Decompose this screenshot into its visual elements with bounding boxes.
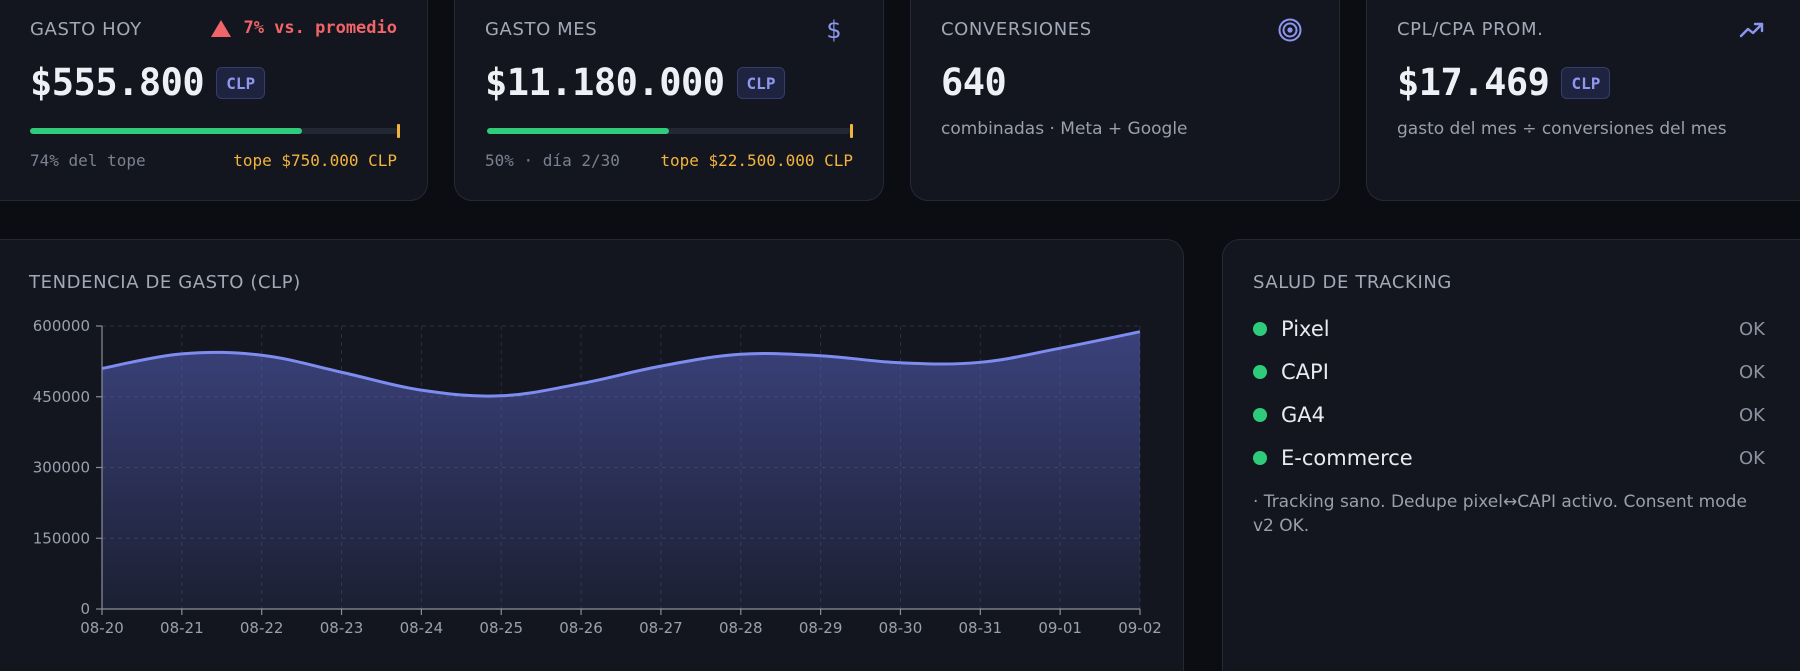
kpi-value-row: 640 bbox=[941, 61, 1007, 104]
kpi-card-conversiones: CONVERSIONES 640 combinadas · Meta + Goo… bbox=[910, 0, 1340, 201]
status-ok-dot bbox=[1253, 365, 1267, 379]
series-area bbox=[102, 331, 1140, 609]
tracking-item-capi: CAPI OK bbox=[1253, 357, 1765, 387]
budget-cap-marker bbox=[850, 124, 853, 138]
progress-percent: 74% del tope bbox=[30, 151, 146, 170]
kpi-card-cpl: CPL/CPA PROM. $17.469 CLP gasto del mes … bbox=[1366, 0, 1800, 201]
budget-progress-bar bbox=[30, 124, 400, 138]
x-tick-label: 08-29 bbox=[799, 619, 843, 637]
tracking-title: SALUD DE TRACKING bbox=[1253, 272, 1452, 293]
spend-alert: 7% vs. promedio bbox=[211, 18, 397, 38]
kpi-label: GASTO HOY bbox=[30, 19, 142, 40]
y-tick-label: 0 bbox=[80, 600, 90, 618]
budget-cap-label: tope $750.000 CLP bbox=[233, 151, 397, 170]
currency-badge: CLP bbox=[736, 66, 786, 99]
warning-triangle-icon bbox=[211, 19, 232, 37]
x-tick-label: 08-30 bbox=[879, 619, 923, 637]
y-tick-label: 300000 bbox=[33, 459, 90, 477]
x-tick-label: 09-01 bbox=[1038, 619, 1082, 637]
kpi-card-gasto-mes: GASTO MES $ $11.180.000 CLP 50% · día 2/… bbox=[454, 0, 884, 201]
tracking-item-status: OK bbox=[1739, 361, 1765, 383]
status-ok-dot bbox=[1253, 408, 1267, 422]
tracking-item-pixel: Pixel OK bbox=[1253, 314, 1765, 344]
alert-text: 7% vs. promedio bbox=[243, 18, 397, 38]
y-tick-label: 600000 bbox=[33, 317, 90, 335]
progress-fill bbox=[487, 128, 669, 134]
kpi-value-row: $11.180.000 CLP bbox=[485, 61, 786, 104]
kpi-label: CONVERSIONES bbox=[941, 19, 1092, 40]
kpi-value-row: $555.800 CLP bbox=[30, 61, 266, 104]
status-ok-dot bbox=[1253, 451, 1267, 465]
progress-percent: 50% · día 2/30 bbox=[485, 151, 620, 170]
x-tick-label: 08-31 bbox=[959, 619, 1003, 637]
trending-up-icon bbox=[1737, 15, 1767, 45]
x-tick-label: 08-20 bbox=[80, 619, 124, 637]
kpi-value-row: $17.469 CLP bbox=[1397, 61, 1611, 104]
tracking-item-ga4: GA4 OK bbox=[1253, 400, 1765, 430]
y-tick-label: 450000 bbox=[33, 388, 90, 406]
budget-cap-label: tope $22.500.000 CLP bbox=[660, 151, 853, 170]
chart-title: TENDENCIA DE GASTO (CLP) bbox=[29, 272, 301, 293]
currency-badge: CLP bbox=[1561, 66, 1611, 99]
kpi-label: GASTO MES bbox=[485, 19, 598, 40]
y-tick-label: 150000 bbox=[33, 529, 90, 547]
kpi-subtitle: combinadas · Meta + Google bbox=[941, 119, 1188, 139]
tracking-item-status: OK bbox=[1739, 318, 1765, 340]
tracking-note: · Tracking sano. Dedupe pixel↔CAPI activ… bbox=[1253, 492, 1747, 536]
x-tick-label: 08-23 bbox=[320, 619, 364, 637]
series-line bbox=[101, 330, 1141, 398]
x-tick-label: 08-27 bbox=[639, 619, 683, 637]
status-ok-dot bbox=[1253, 322, 1267, 336]
tracking-item-name: CAPI bbox=[1281, 360, 1329, 384]
tracking-item-status: OK bbox=[1739, 404, 1765, 426]
x-tick-label: 08-28 bbox=[719, 619, 763, 637]
dollar-icon: $ bbox=[826, 16, 842, 44]
x-tick-label: 08-22 bbox=[240, 619, 284, 637]
budget-cap-marker bbox=[397, 124, 400, 138]
currency-badge: CLP bbox=[216, 66, 266, 99]
kpi-value: $11.180.000 bbox=[485, 61, 725, 104]
progress-fill bbox=[30, 128, 303, 134]
kpi-value: 640 bbox=[941, 61, 1007, 104]
kpi-value: $17.469 bbox=[1397, 61, 1550, 104]
x-tick-label: 08-25 bbox=[479, 619, 523, 637]
x-tick-label: 08-24 bbox=[400, 619, 444, 637]
kpi-card-gasto-hoy: GASTO HOY 7% vs. promedio $555.800 CLP 7… bbox=[0, 0, 428, 201]
kpi-value: $555.800 bbox=[30, 61, 205, 104]
tracking-item-status: OK bbox=[1739, 447, 1765, 469]
x-tick-label: 09-02 bbox=[1118, 619, 1162, 637]
tracking-item-name: Pixel bbox=[1281, 317, 1330, 341]
kpi-subtitle: gasto del mes ÷ conversiones del mes bbox=[1397, 119, 1727, 139]
tracking-health-card bbox=[1222, 239, 1800, 671]
budget-progress-bar bbox=[487, 124, 853, 138]
x-tick-label: 08-21 bbox=[160, 619, 204, 637]
spend-trend-chart: 0 150000 300000 450000 600000 08-20 08-21 08-22… bbox=[33, 317, 1162, 637]
kpi-label: CPL/CPA PROM. bbox=[1397, 19, 1544, 40]
x-tick-label: 08-26 bbox=[559, 619, 603, 637]
tracking-item-e-commerce: E-commerce OK bbox=[1253, 443, 1765, 473]
tracking-item-name: E-commerce bbox=[1281, 446, 1413, 470]
tracking-item-name: GA4 bbox=[1281, 403, 1325, 427]
target-icon bbox=[1275, 15, 1305, 45]
